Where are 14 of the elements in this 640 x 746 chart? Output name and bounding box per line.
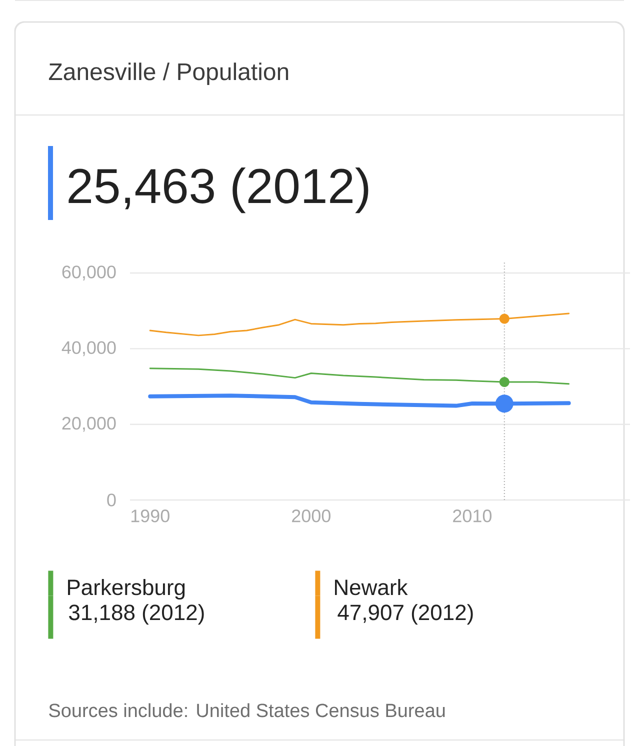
text: 31,188 (2012): [69, 604, 204, 625]
x-tick-label: 2010: [453, 510, 492, 522]
text: 25,463 (2012): [68, 168, 368, 214]
chart-title: Zanesville / Population: [48, 62, 288, 85]
source-note: Sources include: United States Census Bureau: [49, 703, 445, 718]
legend-label: Parkersburg: [68, 579, 185, 600]
y-tick-label: 0: [107, 494, 116, 506]
x-tick-label: 1990: [131, 510, 170, 522]
y-tick-label: 40,000: [62, 341, 116, 356]
x-tick-label: 2000: [292, 510, 330, 522]
legend-label: Newark: [335, 579, 408, 596]
y-tick-label: 20,000: [62, 416, 116, 432]
text: 47,907 (2012): [338, 604, 473, 625]
y-tick-label: 60,000: [62, 266, 116, 280]
